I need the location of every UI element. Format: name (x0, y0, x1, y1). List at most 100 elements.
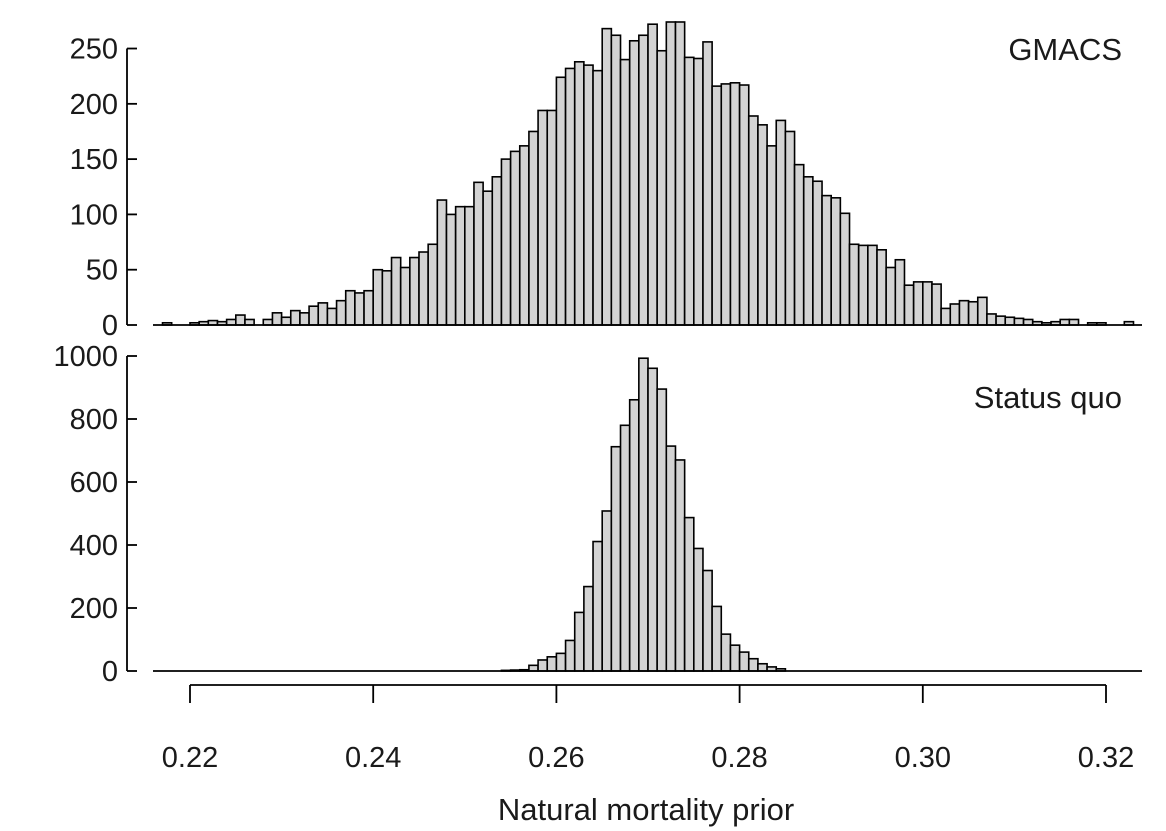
status-quo-bar-10 (592, 540, 603, 672)
gmacs-bar-20 (372, 268, 384, 326)
gmacs-bar-67 (802, 176, 814, 326)
gmacs-bar-45 (601, 27, 613, 326)
gmacs-bar-87 (986, 313, 997, 326)
x-tick-label: 0.30 (895, 742, 951, 774)
gmacs-bar-10 (280, 316, 292, 326)
gmacs-bar-74 (867, 244, 878, 326)
gmacs-bar-65 (784, 130, 796, 326)
y-tick-label: 150 (70, 144, 118, 176)
x-tick-label: 0.22 (162, 742, 218, 774)
y-tick-label: 1000 (53, 341, 118, 373)
gmacs-panel: 0 50 100 150 200 250 GMACS (70, 21, 1142, 342)
gmacs-bar-47 (619, 58, 631, 326)
gmacs-bar-68 (812, 180, 823, 326)
status-quo-bars (500, 357, 787, 672)
gmacs-bar-22 (390, 256, 402, 326)
y-tick-label: 200 (70, 593, 118, 625)
gmacs-bar-16 (335, 299, 347, 326)
status-quo-bar-26 (738, 651, 750, 672)
gmacs-bar-61 (747, 115, 759, 326)
gmacs-bar-62 (757, 124, 768, 326)
x-tick-label: 0.32 (1078, 742, 1134, 774)
y-tick-label: 250 (70, 34, 118, 66)
gmacs-bar-36 (518, 145, 530, 326)
gmacs-bar-81 (931, 283, 942, 326)
status-quo-bar-5 (546, 656, 558, 672)
status-quo-bar-27 (747, 657, 759, 672)
gmacs-bar-54 (683, 56, 695, 326)
status-quo-bar-17 (656, 388, 668, 672)
status-quo-y-axis: 0 200 400 600 800 1000 (53, 341, 137, 688)
gmacs-bar-19 (363, 289, 375, 326)
status-quo-bar-25 (729, 644, 741, 672)
gmacs-bar-58 (720, 83, 732, 326)
gmacs-bar-15 (326, 307, 338, 326)
gmacs-bar-76 (885, 266, 897, 326)
gmacs-bar-37 (528, 130, 539, 326)
status-quo-bar-16 (647, 367, 658, 672)
gmacs-bar-23 (399, 266, 411, 326)
gmacs-bar-52 (665, 21, 677, 326)
y-tick-label: 100 (70, 199, 118, 231)
gmacs-bar-50 (647, 23, 658, 326)
gmacs-bar-64 (775, 119, 787, 326)
gmacs-bar-14 (317, 302, 329, 326)
gmacs-bar-90 (1013, 317, 1025, 326)
y-tick-label: 0 (102, 310, 118, 342)
gmacs-bar-51 (656, 49, 668, 326)
gmacs-bar-29 (454, 205, 466, 326)
status-quo-bar-11 (601, 510, 613, 672)
gmacs-bar-71 (839, 212, 851, 326)
status-quo-bar-8 (573, 611, 585, 672)
gmacs-bar-24 (409, 256, 420, 326)
status-quo-bar-21 (692, 547, 704, 672)
gmacs-bar-86 (976, 296, 988, 326)
status-quo-bar-28 (757, 662, 768, 672)
gmacs-bar-78 (903, 284, 915, 326)
status-quo-bar-13 (619, 424, 631, 672)
status-quo-bar-20 (683, 516, 695, 672)
gmacs-panel-label: GMACS (1008, 32, 1122, 67)
gmacs-bar-30 (463, 205, 475, 326)
status-quo-bar-24 (720, 633, 732, 672)
x-tick-label: 0.24 (345, 742, 401, 774)
status-quo-bar-9 (583, 585, 594, 672)
gmacs-bar-85 (967, 300, 979, 326)
gmacs-bar-18 (354, 292, 365, 326)
gmacs-bar-49 (638, 34, 649, 326)
gmacs-bar-44 (592, 69, 603, 326)
status-quo-bar-4 (537, 659, 549, 672)
y-tick-label: 400 (70, 530, 118, 562)
gmacs-bar-31 (473, 181, 484, 326)
gmacs-bar-13 (308, 305, 320, 326)
gmacs-bar-83 (949, 303, 961, 326)
gmacs-bar-56 (702, 41, 713, 326)
status-quo-bar-18 (665, 445, 677, 672)
y-tick-label: 50 (86, 255, 118, 287)
gmacs-bars (161, 21, 1135, 326)
gmacs-y-axis: 0 50 100 150 200 250 (70, 34, 137, 342)
gmacs-bar-46 (610, 34, 622, 326)
gmacs-bar-55 (692, 57, 704, 326)
status-quo-bar-14 (628, 398, 640, 672)
gmacs-bar-66 (793, 163, 805, 326)
gmacs-bar-57 (711, 85, 723, 326)
status-quo-bar-15 (638, 357, 649, 672)
gmacs-bar-72 (848, 243, 860, 326)
status-quo-bar-19 (674, 459, 686, 672)
gmacs-bar-11 (289, 309, 301, 326)
gmacs-bar-25 (418, 251, 429, 326)
gmacs-bar-70 (830, 197, 842, 326)
gmacs-bar-17 (344, 289, 356, 326)
gmacs-bar-21 (381, 270, 393, 326)
gmacs-bar-39 (546, 109, 558, 326)
y-tick-label: 0 (102, 656, 118, 688)
gmacs-bar-79 (912, 281, 924, 326)
gmacs-bar-26 (427, 243, 439, 326)
y-tick-label: 800 (70, 404, 118, 436)
status-quo-bar-23 (711, 605, 723, 672)
status-quo-bar-12 (610, 445, 622, 672)
y-tick-label: 600 (70, 467, 118, 499)
gmacs-bar-34 (500, 158, 512, 326)
